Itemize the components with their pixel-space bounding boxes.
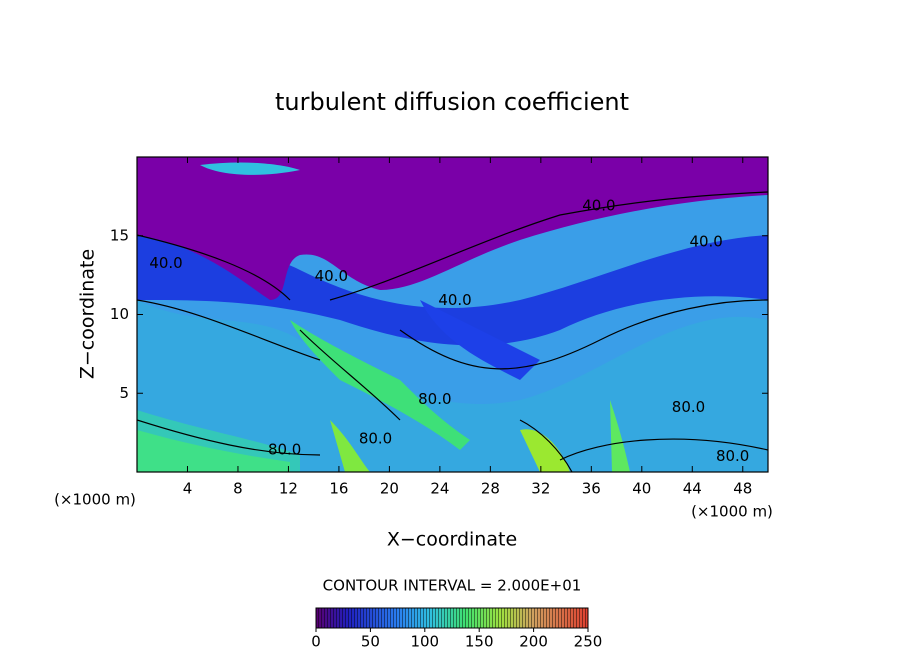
x-tick-label: 24 <box>430 480 449 498</box>
x-unit-label: (×1000 m) <box>54 491 136 509</box>
contour-label: 40.0 <box>582 196 615 214</box>
contour-label: 80.0 <box>672 398 705 416</box>
x-tick-label: 8 <box>233 480 243 498</box>
colorbar-tick-label: 100 <box>410 633 439 651</box>
x-tick-label: 28 <box>481 480 500 498</box>
y-tick-label: 15 <box>110 226 129 244</box>
x-tick-label: 16 <box>329 480 348 498</box>
contour-label: 80.0 <box>418 390 451 408</box>
x-tick-label: 32 <box>531 480 550 498</box>
x-tick-label: 48 <box>733 480 752 498</box>
field <box>137 157 768 472</box>
colorbar-frame <box>315 607 589 629</box>
x-tick-label: 12 <box>279 480 298 498</box>
colorbar-tick-label: 0 <box>311 633 321 651</box>
contour-label: 80.0 <box>268 440 301 458</box>
colorbar-tick-label: 150 <box>465 633 494 651</box>
contour-label: 80.0 <box>716 447 749 465</box>
y-tick-label: 5 <box>119 384 129 402</box>
x-tick-label: 44 <box>683 480 702 498</box>
x-tick-label: 40 <box>632 480 651 498</box>
contour-label: 40.0 <box>149 254 182 272</box>
x-tick-label: 20 <box>380 480 399 498</box>
contour-label: 40.0 <box>315 267 348 285</box>
x-tick-label: 36 <box>582 480 601 498</box>
contour-label: 80.0 <box>359 429 392 447</box>
colorbar-tick-label: 50 <box>361 633 380 651</box>
x-unit-label: (×1000 m) <box>691 503 773 521</box>
x-tick-label: 4 <box>183 480 193 498</box>
colorbar-title: CONTOUR INTERVAL = 2.000E+01 <box>323 577 582 595</box>
contour-label: 40.0 <box>438 291 471 309</box>
contour-label: 40.0 <box>689 233 722 251</box>
y-axis-label: Z−coordinate <box>77 249 99 379</box>
colorbar-tick-label: 250 <box>574 633 603 651</box>
x-axis-label: X−coordinate <box>387 529 517 551</box>
chart-title: turbulent diffusion coefficient <box>275 88 629 116</box>
colorbar-tick-label: 200 <box>519 633 548 651</box>
y-tick-label: 10 <box>110 305 129 323</box>
